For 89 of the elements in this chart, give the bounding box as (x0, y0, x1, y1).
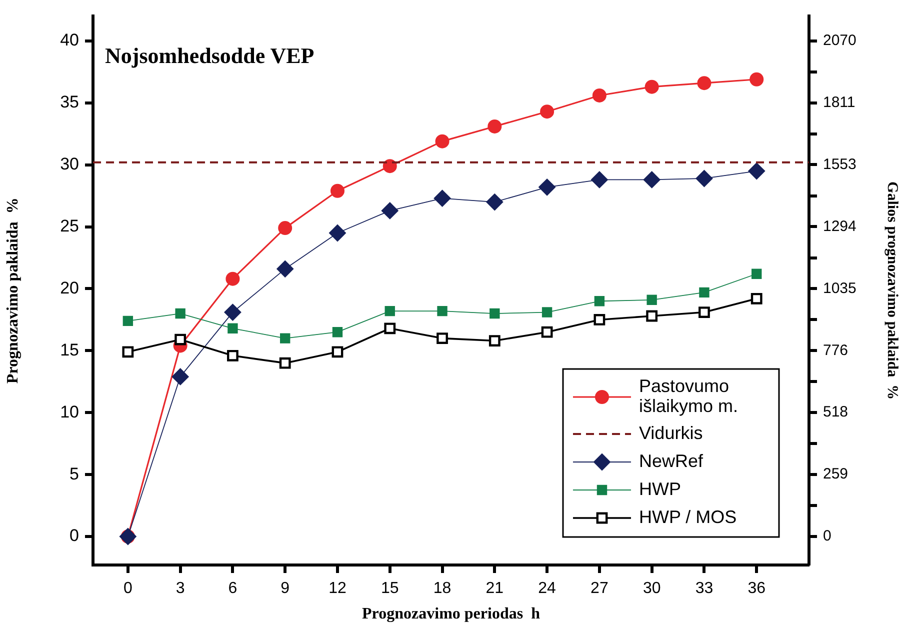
point (227, 350, 238, 362)
y-tick-label: 0 (70, 526, 79, 546)
y2-tick-label: 1811 (823, 94, 856, 112)
point (748, 162, 766, 180)
y-tick-label: 35 (60, 92, 79, 112)
point (437, 306, 448, 316)
y-tick-label: 25 (60, 216, 79, 236)
point (488, 119, 502, 134)
x-axis-title: Prognozavimo periodas h (362, 606, 540, 623)
point (488, 335, 500, 346)
legend-label: HWP (639, 478, 681, 499)
point (332, 346, 344, 358)
point (541, 326, 553, 338)
point (594, 314, 606, 326)
text: Nojsomhedsodde VEP (105, 42, 314, 68)
point (590, 171, 608, 188)
point (592, 88, 606, 102)
x-tick-label: 9 (280, 580, 290, 598)
point (332, 327, 343, 338)
y2-tick-label: 518 (823, 404, 848, 421)
point (384, 306, 395, 316)
point (699, 287, 710, 298)
point (434, 190, 451, 207)
point (697, 76, 712, 90)
y2-tick-label: 0 (823, 528, 832, 545)
point (750, 72, 764, 86)
point (490, 308, 500, 319)
point (278, 221, 292, 236)
point (382, 159, 397, 174)
y-tick-label: 40 (60, 30, 79, 50)
point (750, 292, 762, 304)
point (644, 80, 659, 94)
point (646, 294, 657, 305)
legend-label: HWP / MOS (639, 506, 737, 527)
y-tick-label: 15 (60, 340, 79, 360)
x-tick-label: 0 (123, 580, 132, 598)
point (228, 323, 238, 334)
point (643, 171, 660, 188)
point (646, 310, 658, 322)
point (538, 178, 556, 196)
x-tick-label: 30 (642, 580, 661, 598)
y-tick-label: 5 (70, 464, 79, 484)
point (122, 346, 134, 358)
point (328, 224, 346, 242)
point (486, 194, 504, 211)
x-tick-label: 33 (695, 580, 714, 598)
x-tick-label: 6 (228, 580, 238, 598)
legend-label: NewRef (639, 450, 704, 471)
legend-label: Vidurkis (639, 422, 703, 443)
y2-tick-label: 259 (823, 466, 848, 483)
x-tick-label: 27 (590, 580, 608, 598)
point (175, 308, 186, 319)
y2-tick-label: 2070 (823, 32, 856, 50)
point (276, 260, 294, 278)
x-tick-label: 12 (328, 580, 346, 598)
y2-axis-title: Galios prognozavimo paklaida % (884, 182, 900, 400)
y2-tick-label: 1294 (823, 218, 856, 235)
x-tick-label: 15 (380, 580, 399, 598)
point (540, 104, 554, 119)
y2-tick-label: 1553 (823, 156, 856, 173)
x-tick-label: 3 (176, 580, 185, 598)
point (542, 307, 552, 318)
x-tick-label: 36 (748, 580, 766, 598)
point (122, 316, 134, 326)
y-tick-label: 30 (60, 154, 79, 174)
point (330, 184, 344, 198)
point (172, 368, 189, 386)
point (696, 170, 713, 187)
y2-tick-label: 776 (823, 342, 848, 359)
point (435, 134, 450, 148)
point (279, 357, 291, 369)
y-tick-label: 20 (60, 278, 79, 298)
point (174, 334, 186, 346)
y2-tick-label: 1035 (823, 280, 856, 297)
point (384, 322, 396, 334)
y-tick-label: 10 (60, 402, 79, 422)
point (381, 202, 398, 220)
x-tick-label: 24 (538, 580, 556, 598)
point (280, 333, 290, 344)
point (226, 272, 240, 286)
point (224, 304, 242, 321)
y-axis-title: Prognozavimo paklaida % (4, 198, 22, 384)
point (594, 296, 605, 306)
point (698, 306, 710, 318)
x-tick-label: 21 (486, 580, 504, 598)
x-tick-label: 18 (433, 580, 452, 598)
point (436, 332, 448, 344)
legend-label: Pastovumo išlaikymo m. (639, 376, 738, 416)
point (752, 268, 762, 279)
